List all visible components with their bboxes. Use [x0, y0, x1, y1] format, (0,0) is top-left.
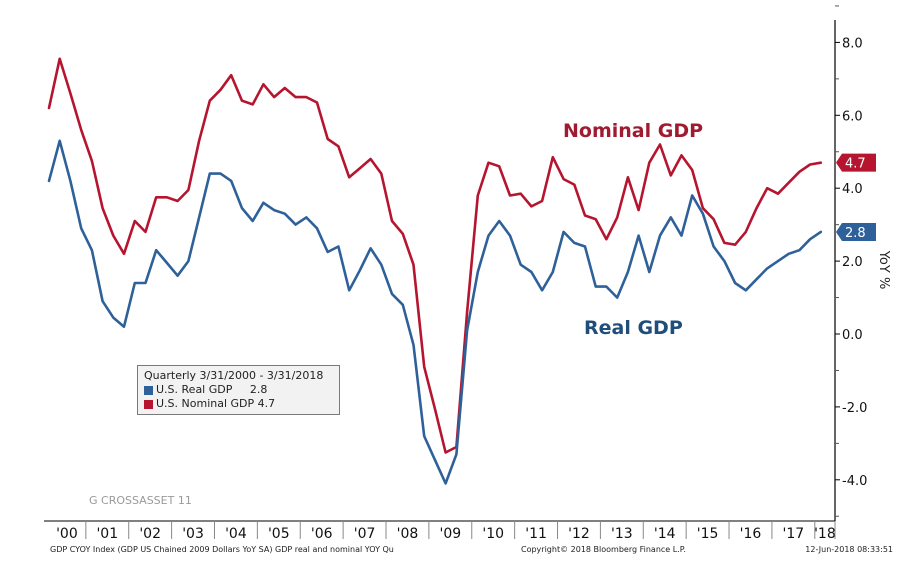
x-tick-label: '18: [814, 526, 836, 542]
y-axis-label: YoY %: [876, 250, 891, 290]
footer-source: GDP CYOY Index (GDP US Chained 2009 Doll…: [50, 545, 394, 554]
y-tick-label: 2.0: [842, 255, 863, 270]
series-layer: [47, 57, 823, 485]
x-tick-label: '01: [96, 526, 118, 542]
legend-swatch-real-gdp: [144, 385, 153, 395]
x-tick-label: '00: [56, 526, 78, 542]
annotation-nominal-gdp: Nominal GDP: [563, 120, 703, 142]
x-tick-label: '13: [611, 526, 633, 542]
y-tick-label: 0.0: [842, 328, 863, 343]
legend-label-real-gdp: U.S. Real GDP: [156, 383, 233, 396]
legend-entry-nominal-gdp: U.S. Nominal GDP 4.7: [144, 397, 333, 411]
y-ticks: -4.0 -2.0 0.0 2.0 4.0 6.0 8.0: [835, 5, 867, 517]
series-line-nominal-gdp: [47, 57, 823, 454]
x-tick-label: '09: [439, 526, 461, 542]
axes: [44, 20, 836, 522]
legend-value-nominal-gdp: 4.7: [257, 397, 276, 410]
x-tick-label: '03: [182, 526, 204, 542]
x-tick-label: '17: [783, 526, 805, 542]
x-tick-label: '08: [397, 526, 419, 542]
x-tick-label: '14: [654, 526, 676, 542]
x-tick-label: '07: [354, 526, 376, 542]
x-ticks: '00 '01 '02 '03 '04 '05 '06 '07 '08 '09 '10 '11 '12 '…: [56, 521, 836, 542]
x-tick-label: '05: [268, 526, 290, 542]
end-value-tag-real-gdp: [836, 222, 876, 241]
watermark: G CROSSASSET 11: [89, 494, 192, 507]
footer-timestamp: 12-Jun-2018 08:33:51: [805, 545, 893, 554]
y-tick-label: 4.0: [842, 182, 863, 197]
x-tick-label: '11: [525, 526, 547, 542]
y-tick-label: 8.0: [842, 36, 863, 51]
y-tick-label: 6.0: [842, 109, 863, 124]
legend-entry-real-gdp: U.S. Real GDP 2.8: [144, 383, 333, 397]
x-tick-label: '10: [482, 526, 504, 542]
legend-spacer: [232, 383, 249, 397]
end-value-label: 4.7: [845, 157, 866, 172]
legend: Quarterly 3/31/2000 - 3/31/2018 U.S. Rea…: [137, 365, 340, 415]
x-tick-label: '12: [568, 526, 590, 542]
legend-swatch-nominal-gdp: [144, 399, 153, 409]
y-tick-label: -4.0: [842, 474, 867, 489]
end-value-tag-nominal-gdp: [836, 153, 876, 172]
x-tick-label: '04: [225, 526, 247, 542]
y-tick-label: -2.0: [842, 401, 867, 416]
x-tick-label: '15: [697, 526, 719, 542]
legend-value-real-gdp: 2.8: [249, 383, 268, 396]
end-labels: 4.7 2.8: [836, 153, 876, 241]
legend-label-nominal-gdp: U.S. Nominal GDP: [156, 397, 255, 410]
series-line-real-gdp: [47, 139, 823, 485]
x-tick-label: '06: [311, 526, 333, 542]
annotation-real-gdp: Real GDP: [584, 317, 683, 339]
end-value-label: 2.8: [845, 226, 866, 241]
footer-copyright: Copyright© 2018 Bloomberg Finance L.P.: [521, 545, 686, 554]
legend-header: Quarterly 3/31/2000 - 3/31/2018: [144, 369, 324, 382]
x-tick-label: '02: [139, 526, 161, 542]
x-tick-label: '16: [740, 526, 762, 542]
